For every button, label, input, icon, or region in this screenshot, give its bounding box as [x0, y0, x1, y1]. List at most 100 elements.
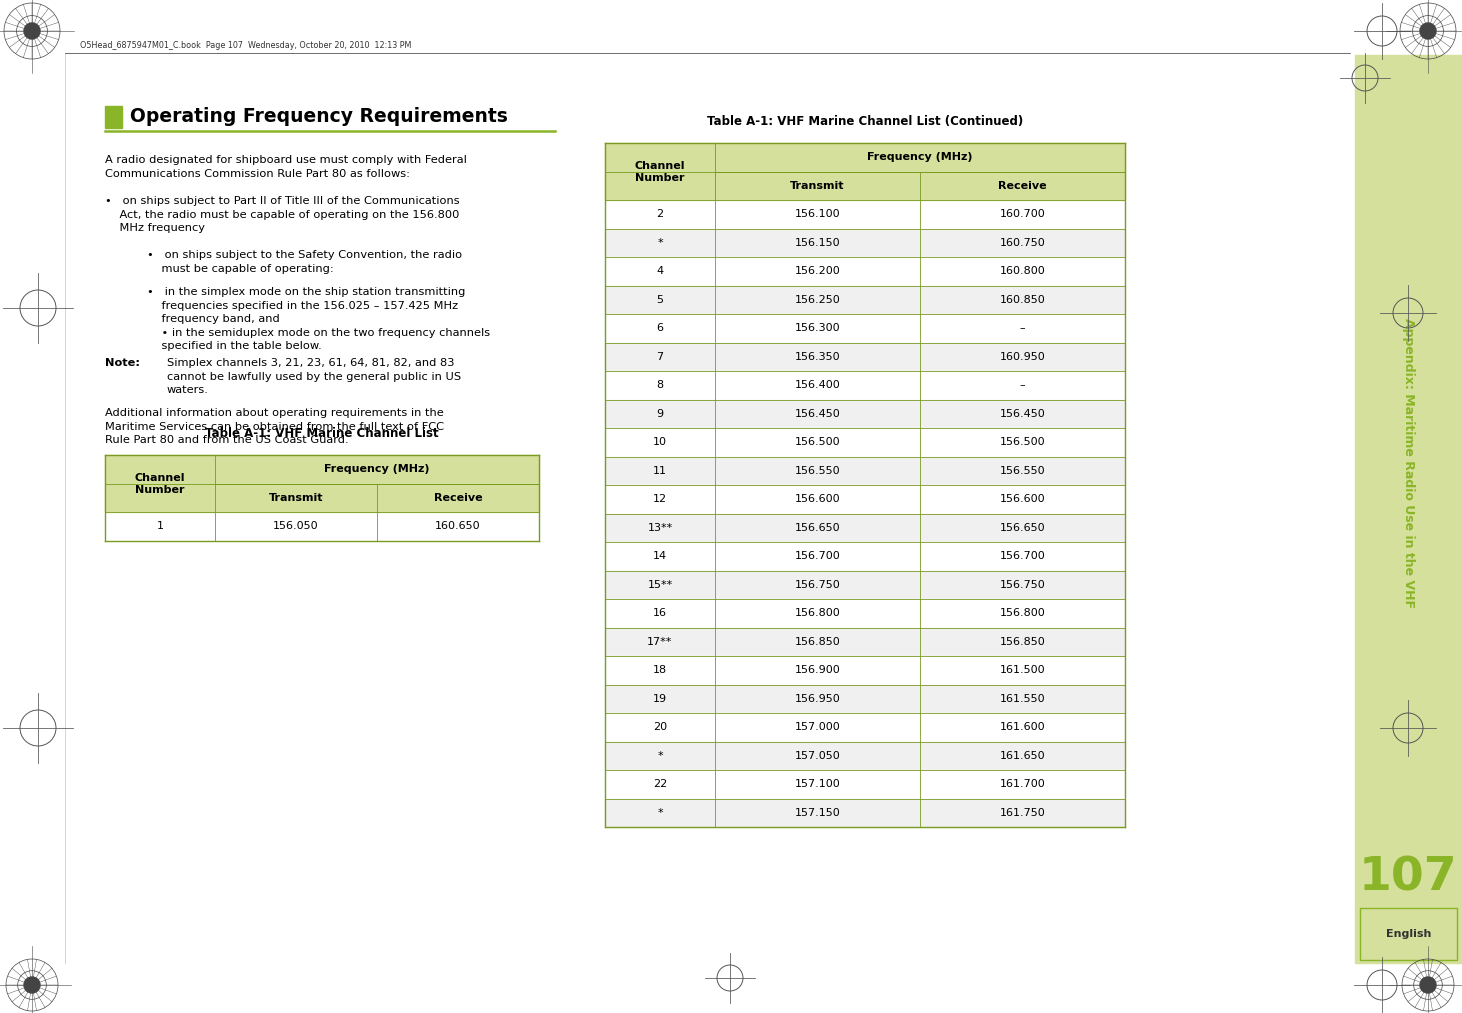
Bar [715, 171, 920, 200]
Text: 156.850: 156.850 [795, 637, 841, 646]
Bar [605, 627, 1124, 656]
Bar [605, 342, 1124, 371]
Text: 160.700: 160.700 [1000, 210, 1045, 219]
Text: *: * [658, 807, 662, 817]
Bar [605, 542, 1124, 570]
Text: 156.300: 156.300 [795, 323, 841, 333]
Bar [605, 371, 1124, 399]
Text: 156.700: 156.700 [1000, 551, 1045, 561]
Bar [605, 399, 1124, 428]
Text: Appendix: Maritime Radio Use in the VHF: Appendix: Maritime Radio Use in the VHF [1402, 318, 1415, 608]
Bar [605, 314, 1124, 342]
Text: 13**: 13** [648, 523, 673, 533]
Bar [105, 455, 215, 512]
Text: 156.600: 156.600 [795, 494, 841, 504]
Text: Table A-1: VHF Marine Channel List: Table A-1: VHF Marine Channel List [205, 426, 439, 440]
Text: 20: 20 [654, 722, 667, 732]
Bar [1355, 0, 1462, 55]
Bar [605, 685, 1124, 713]
Text: Simplex channels 3, 21, 23, 61, 64, 81, 82, and 83
cannot be lawfully used by th: Simplex channels 3, 21, 23, 61, 64, 81, … [167, 358, 461, 395]
Text: 157.100: 157.100 [795, 779, 841, 789]
Bar [105, 512, 539, 541]
Text: 156.050: 156.050 [273, 522, 319, 531]
Bar [215, 483, 377, 512]
Text: 16: 16 [654, 608, 667, 618]
Text: 160.750: 160.750 [1000, 238, 1045, 248]
Bar [605, 770, 1124, 798]
Text: Channel
Number: Channel Number [635, 160, 686, 182]
Text: 156.450: 156.450 [795, 409, 841, 418]
Text: 19: 19 [654, 694, 667, 704]
Text: 22: 22 [654, 779, 667, 789]
Bar [605, 257, 1124, 286]
Text: 156.750: 156.750 [795, 579, 841, 590]
Text: Additional information about operating requirements in the
Maritime Services can: Additional information about operating r… [105, 408, 444, 445]
Text: 161.750: 161.750 [1000, 807, 1045, 817]
Text: 17**: 17** [648, 637, 673, 646]
Text: 4: 4 [656, 266, 664, 277]
Bar [605, 599, 1124, 627]
Text: Transmit: Transmit [791, 180, 845, 190]
Bar [605, 570, 1124, 599]
Text: 156.500: 156.500 [795, 438, 841, 448]
Text: 9: 9 [656, 409, 664, 418]
Text: 107: 107 [1360, 856, 1458, 901]
Text: Channel
Number: Channel Number [135, 472, 186, 494]
Bar [605, 742, 1124, 770]
Text: •   on ships subject to Part II of Title III of the Communications
    Act, the : • on ships subject to Part II of Title I… [105, 196, 459, 233]
Bar [1355, 55, 1462, 963]
Bar [605, 143, 715, 200]
Text: 157.150: 157.150 [795, 807, 841, 817]
Bar [715, 143, 1124, 171]
Text: 161.600: 161.600 [1000, 722, 1045, 732]
Bar [605, 485, 1124, 514]
Text: Table A-1: VHF Marine Channel List (Continued): Table A-1: VHF Marine Channel List (Cont… [706, 114, 1023, 128]
Text: 156.350: 156.350 [795, 352, 841, 362]
Text: 6: 6 [656, 323, 664, 333]
Text: *: * [658, 238, 662, 248]
Text: 161.500: 161.500 [1000, 666, 1045, 676]
Bar [605, 798, 1124, 827]
Text: Receive: Receive [999, 180, 1047, 190]
Text: 156.550: 156.550 [795, 466, 841, 476]
Text: 156.900: 156.900 [795, 666, 841, 676]
Text: 156.850: 156.850 [1000, 637, 1045, 646]
Text: 7: 7 [656, 352, 664, 362]
Bar [605, 229, 1124, 257]
Bar [215, 455, 539, 483]
Text: 5: 5 [656, 295, 664, 305]
Text: 14: 14 [654, 551, 667, 561]
Text: A radio designated for shipboard use must comply with Federal
Communications Com: A radio designated for shipboard use mus… [105, 155, 466, 178]
Text: Transmit: Transmit [269, 492, 323, 502]
Bar [605, 514, 1124, 542]
Text: Note:: Note: [105, 358, 140, 368]
Text: 156.800: 156.800 [795, 608, 841, 618]
Text: 156.200: 156.200 [795, 266, 841, 277]
Bar [605, 457, 1124, 485]
Text: 160.800: 160.800 [1000, 266, 1045, 277]
Text: 156.800: 156.800 [1000, 608, 1045, 618]
Text: 156.700: 156.700 [795, 551, 841, 561]
Circle shape [23, 23, 39, 38]
Text: –: – [1019, 380, 1025, 390]
Text: 156.500: 156.500 [1000, 438, 1045, 448]
Text: 156.450: 156.450 [1000, 409, 1045, 418]
Bar [605, 656, 1124, 685]
Text: 18: 18 [654, 666, 667, 676]
Text: 161.700: 161.700 [1000, 779, 1045, 789]
Text: O5Head_6875947M01_C.book  Page 107  Wednesday, October 20, 2010  12:13 PM: O5Head_6875947M01_C.book Page 107 Wednes… [80, 41, 411, 50]
Text: 2: 2 [656, 210, 664, 219]
Text: 156.150: 156.150 [795, 238, 841, 248]
Text: 156.750: 156.750 [1000, 579, 1045, 590]
Text: 160.850: 160.850 [1000, 295, 1045, 305]
Circle shape [1420, 977, 1436, 993]
Text: 156.600: 156.600 [1000, 494, 1045, 504]
Text: 157.000: 157.000 [795, 722, 841, 732]
Text: 160.650: 160.650 [436, 522, 481, 531]
Text: 1: 1 [156, 522, 164, 531]
Bar [605, 286, 1124, 314]
Text: 160.950: 160.950 [1000, 352, 1045, 362]
Text: 11: 11 [654, 466, 667, 476]
Text: 156.400: 156.400 [795, 380, 841, 390]
Bar [377, 483, 539, 512]
